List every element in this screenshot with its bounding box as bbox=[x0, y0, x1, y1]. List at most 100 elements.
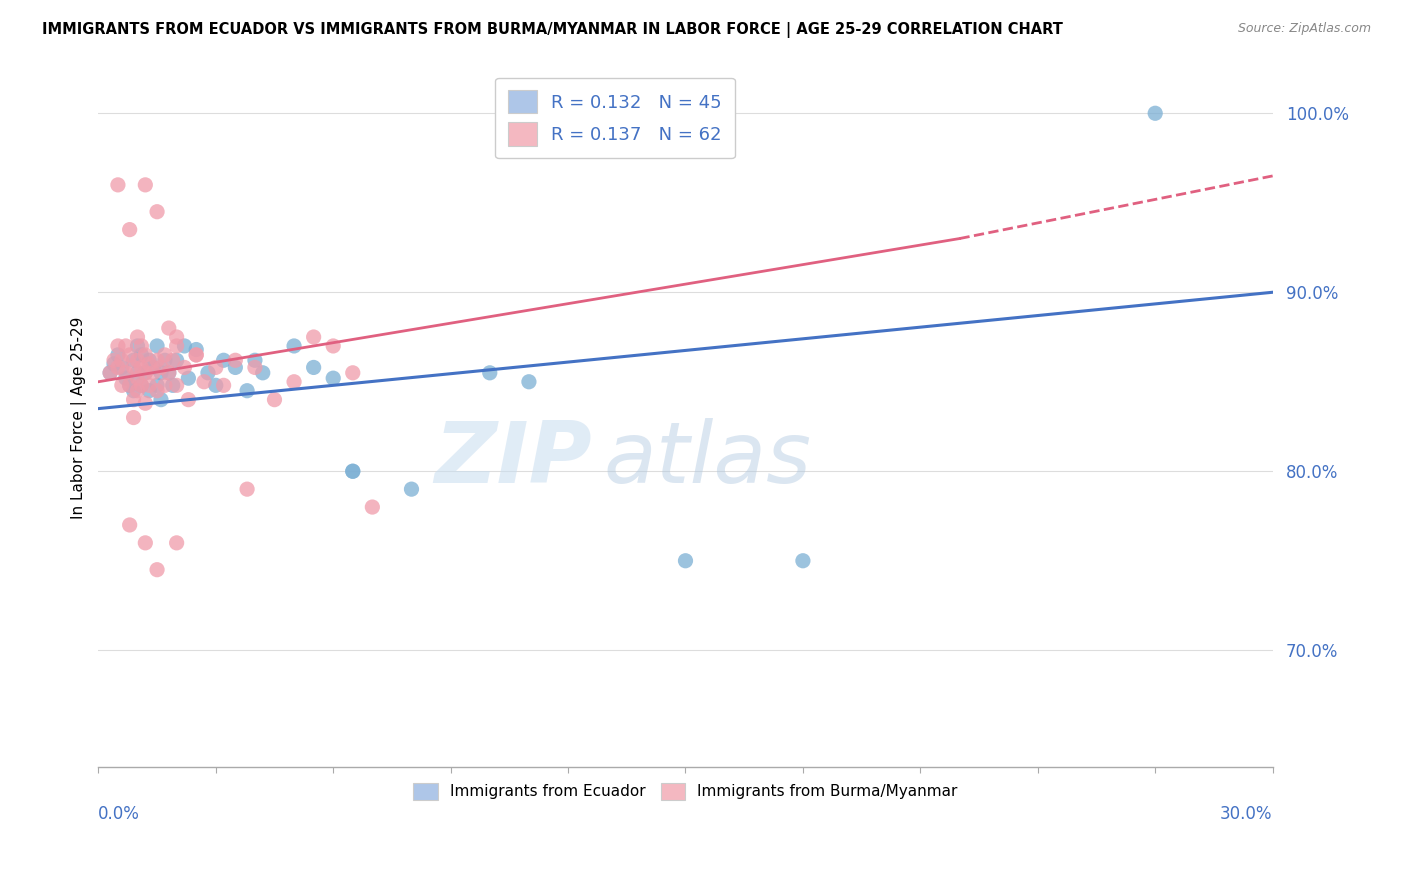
Point bbox=[302, 360, 325, 375]
Y-axis label: In Labor Force | Age 25-29: In Labor Force | Age 25-29 bbox=[72, 317, 87, 519]
Point bbox=[146, 563, 169, 577]
Point bbox=[114, 339, 136, 353]
Point bbox=[103, 357, 125, 371]
Point bbox=[131, 360, 153, 375]
Point bbox=[122, 392, 145, 407]
Point bbox=[131, 348, 153, 362]
Point bbox=[675, 554, 697, 568]
Text: 30.0%: 30.0% bbox=[1220, 805, 1272, 823]
Point bbox=[342, 464, 364, 478]
Point bbox=[131, 339, 153, 353]
Point bbox=[236, 482, 259, 496]
Point bbox=[177, 371, 200, 385]
Point bbox=[162, 353, 184, 368]
Point bbox=[252, 366, 274, 380]
Point bbox=[204, 360, 226, 375]
Text: atlas: atlas bbox=[603, 418, 811, 501]
Point bbox=[173, 339, 195, 353]
Point bbox=[401, 482, 423, 496]
Point bbox=[186, 348, 208, 362]
Point bbox=[114, 366, 136, 380]
Point bbox=[127, 371, 149, 385]
Point bbox=[302, 330, 325, 344]
Point bbox=[224, 353, 246, 368]
Point bbox=[122, 353, 145, 368]
Point bbox=[212, 378, 235, 392]
Point bbox=[107, 348, 129, 362]
Point bbox=[166, 330, 188, 344]
Point bbox=[138, 378, 160, 392]
Point bbox=[122, 360, 145, 375]
Point bbox=[134, 396, 156, 410]
Point bbox=[193, 375, 215, 389]
Point bbox=[157, 366, 180, 380]
Point bbox=[131, 378, 153, 392]
Point bbox=[111, 353, 134, 368]
Point bbox=[792, 554, 814, 568]
Point bbox=[127, 330, 149, 344]
Point bbox=[173, 360, 195, 375]
Point bbox=[114, 371, 136, 385]
Point bbox=[263, 392, 285, 407]
Point bbox=[283, 375, 305, 389]
Point bbox=[162, 378, 184, 392]
Point bbox=[134, 366, 156, 380]
Point bbox=[177, 392, 200, 407]
Point bbox=[153, 353, 176, 368]
Point bbox=[111, 378, 134, 392]
Point bbox=[186, 343, 208, 357]
Point bbox=[127, 384, 149, 398]
Point bbox=[478, 366, 501, 380]
Point bbox=[283, 339, 305, 353]
Point bbox=[236, 384, 259, 398]
Point bbox=[134, 366, 156, 380]
Point bbox=[146, 204, 169, 219]
Point bbox=[138, 384, 160, 398]
Point bbox=[122, 384, 145, 398]
Point bbox=[342, 366, 364, 380]
Point bbox=[134, 536, 156, 550]
Point bbox=[98, 366, 121, 380]
Point bbox=[322, 339, 344, 353]
Point bbox=[142, 360, 165, 375]
Point bbox=[111, 360, 134, 375]
Point bbox=[138, 357, 160, 371]
Point bbox=[131, 378, 153, 392]
Point bbox=[122, 410, 145, 425]
Point bbox=[118, 518, 141, 533]
Point bbox=[224, 360, 246, 375]
Point bbox=[146, 339, 169, 353]
Point bbox=[166, 339, 188, 353]
Point bbox=[186, 348, 208, 362]
Point bbox=[149, 360, 172, 375]
Point bbox=[127, 353, 149, 368]
Point bbox=[134, 178, 156, 192]
Point bbox=[243, 353, 266, 368]
Point bbox=[149, 366, 172, 380]
Point bbox=[107, 339, 129, 353]
Point bbox=[138, 353, 160, 368]
Point bbox=[118, 378, 141, 392]
Point bbox=[146, 384, 169, 398]
Point bbox=[243, 360, 266, 375]
Point bbox=[342, 464, 364, 478]
Point bbox=[361, 500, 384, 514]
Point bbox=[118, 348, 141, 362]
Point bbox=[517, 375, 540, 389]
Point bbox=[118, 222, 141, 236]
Point bbox=[153, 348, 176, 362]
Point bbox=[149, 392, 172, 407]
Legend: Immigrants from Ecuador, Immigrants from Burma/Myanmar: Immigrants from Ecuador, Immigrants from… bbox=[405, 775, 966, 808]
Text: 0.0%: 0.0% bbox=[98, 805, 141, 823]
Point bbox=[197, 366, 219, 380]
Point bbox=[107, 178, 129, 192]
Point bbox=[153, 378, 176, 392]
Text: IMMIGRANTS FROM ECUADOR VS IMMIGRANTS FROM BURMA/MYANMAR IN LABOR FORCE | AGE 25: IMMIGRANTS FROM ECUADOR VS IMMIGRANTS FR… bbox=[42, 22, 1063, 38]
Point bbox=[98, 366, 121, 380]
Point bbox=[157, 321, 180, 335]
Point bbox=[134, 348, 156, 362]
Point bbox=[146, 353, 169, 368]
Point bbox=[166, 353, 188, 368]
Point bbox=[166, 378, 188, 392]
Point bbox=[212, 353, 235, 368]
